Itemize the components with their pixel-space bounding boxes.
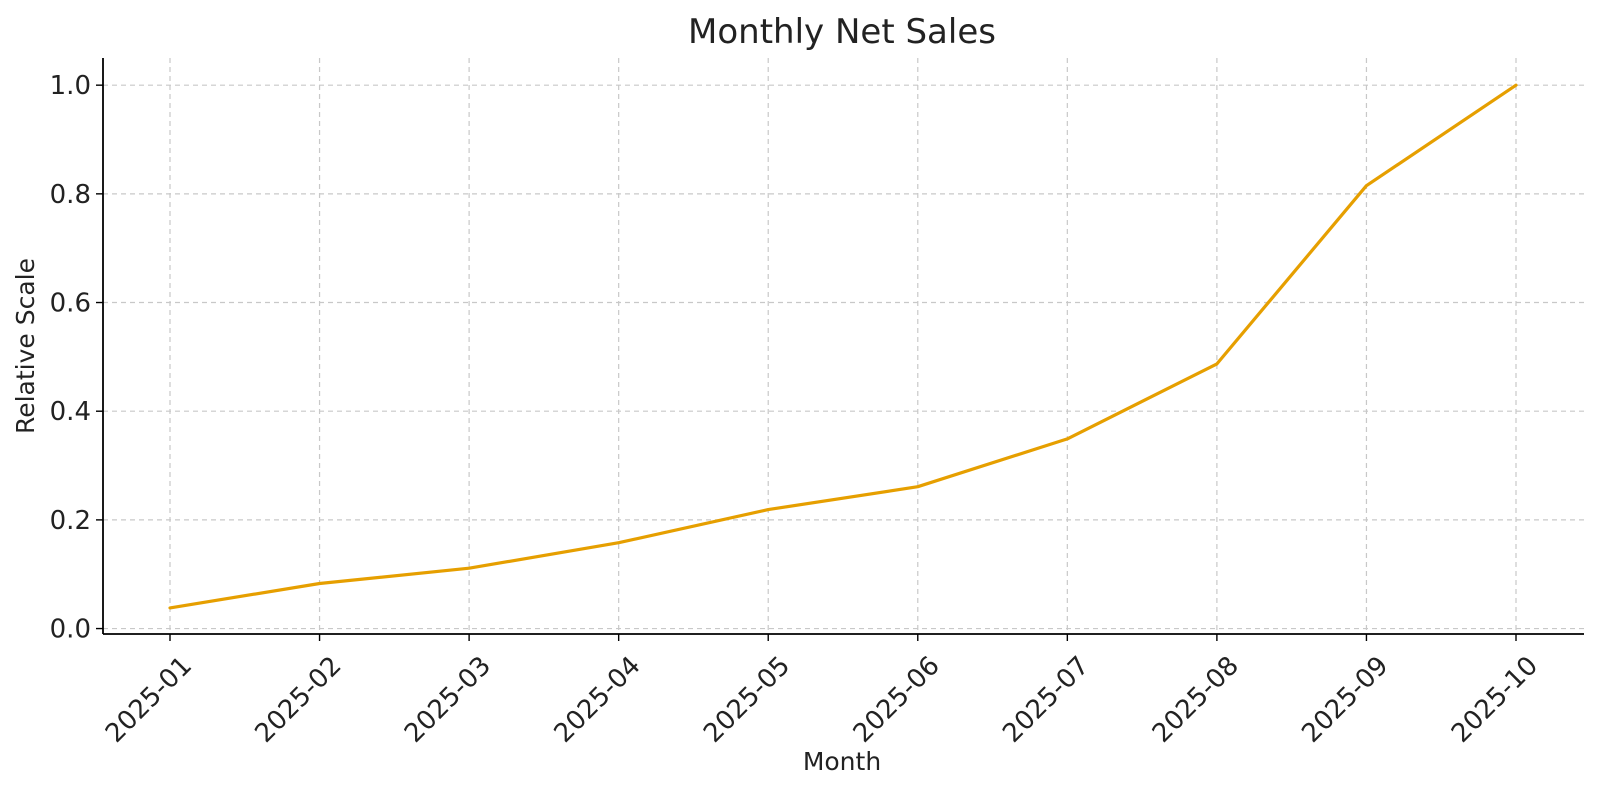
y-tick-label: 0.6 <box>50 289 91 319</box>
axes <box>102 58 1584 635</box>
grid <box>103 58 1584 634</box>
y-axis-label: Relative Scale <box>11 258 40 434</box>
x-tick-label: 2025-05 <box>698 651 796 749</box>
series-line-0 <box>168 83 1518 610</box>
x-tick-label: 2025-04 <box>549 651 647 749</box>
y-tick-label: 0.8 <box>50 180 91 210</box>
y-tick-label: 0.0 <box>50 615 91 645</box>
x-tick-label: 2025-07 <box>997 651 1095 749</box>
y-tick-label: 1.0 <box>50 71 91 101</box>
x-axis-ticks: 2025-01 2025-02 2025-03 2025-04 2025-05 2025-… <box>100 634 1544 749</box>
series-group <box>168 83 1518 610</box>
x-tick-label: 2025-08 <box>1147 651 1245 749</box>
x-tick-label: 2025-03 <box>399 651 497 749</box>
y-tick-label: 0.2 <box>50 506 91 536</box>
x-tick-label: 2025-06 <box>848 651 946 749</box>
x-tick-label: 2025-01 <box>100 651 198 749</box>
x-tick-label: 2025-02 <box>249 651 347 749</box>
x-tick-label: 2025-10 <box>1446 651 1544 749</box>
chart-title: Monthly Net Sales <box>688 12 996 52</box>
x-tick-label: 2025-09 <box>1296 651 1394 749</box>
y-tick-label: 0.4 <box>50 397 91 427</box>
y-axis-ticks: 0.0 0.2 0.4 0.6 0.8 1.0 <box>50 71 103 645</box>
x-axis-label: Month <box>803 747 881 776</box>
